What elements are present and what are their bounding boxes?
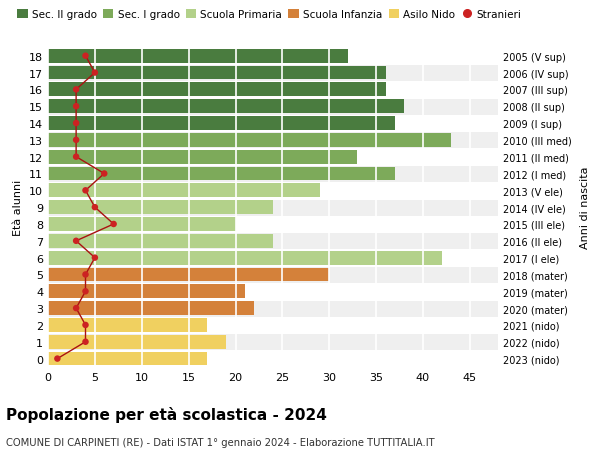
Bar	[48, 67, 386, 80]
Bar	[48, 100, 404, 114]
Point	[109, 221, 118, 228]
Point	[71, 86, 81, 94]
Bar	[48, 317, 498, 334]
Bar	[48, 233, 498, 250]
Bar	[48, 302, 254, 315]
Bar	[48, 216, 498, 233]
Bar	[48, 184, 320, 198]
Point	[100, 170, 109, 178]
Bar	[48, 350, 498, 367]
Bar	[48, 83, 386, 97]
Point	[80, 288, 91, 295]
Bar	[48, 82, 498, 99]
Y-axis label: Età alunni: Età alunni	[13, 179, 23, 236]
Bar	[48, 235, 273, 248]
Point	[80, 271, 91, 279]
Point	[80, 187, 91, 195]
Point	[80, 322, 91, 329]
Point	[90, 70, 100, 77]
Point	[71, 238, 81, 245]
Bar	[48, 334, 498, 350]
Point	[53, 355, 62, 363]
Bar	[48, 132, 498, 149]
Point	[90, 254, 100, 262]
Legend: Sec. II grado, Sec. I grado, Scuola Primaria, Scuola Infanzia, Asilo Nido, Stran: Sec. II grado, Sec. I grado, Scuola Prim…	[17, 10, 521, 20]
Bar	[48, 151, 358, 164]
Point	[90, 204, 100, 212]
Bar	[48, 99, 498, 115]
Y-axis label: Anni di nascita: Anni di nascita	[580, 167, 590, 249]
Point	[71, 120, 81, 128]
Bar	[48, 285, 245, 298]
Bar	[48, 199, 498, 216]
Bar	[48, 166, 498, 183]
Bar	[48, 268, 329, 282]
Point	[80, 338, 91, 346]
Bar	[48, 319, 208, 332]
Bar	[48, 300, 498, 317]
Bar	[48, 65, 498, 82]
Bar	[48, 115, 498, 132]
Bar	[48, 183, 498, 199]
Bar	[48, 352, 208, 366]
Bar	[48, 134, 451, 147]
Text: Popolazione per età scolastica - 2024: Popolazione per età scolastica - 2024	[6, 406, 327, 422]
Bar	[48, 250, 498, 267]
Text: COMUNE DI CARPINETI (RE) - Dati ISTAT 1° gennaio 2024 - Elaborazione TUTTITALIA.: COMUNE DI CARPINETI (RE) - Dati ISTAT 1°…	[6, 437, 434, 447]
Bar	[48, 50, 348, 63]
Bar	[48, 335, 226, 349]
Bar	[48, 117, 395, 131]
Point	[71, 103, 81, 111]
Point	[80, 53, 91, 60]
Bar	[48, 167, 395, 181]
Bar	[48, 251, 442, 265]
Bar	[48, 149, 498, 166]
Point	[71, 305, 81, 312]
Bar	[48, 267, 498, 283]
Bar	[48, 201, 273, 214]
Point	[71, 137, 81, 144]
Bar	[48, 283, 498, 300]
Bar	[48, 48, 498, 65]
Bar	[48, 218, 235, 231]
Point	[71, 154, 81, 161]
